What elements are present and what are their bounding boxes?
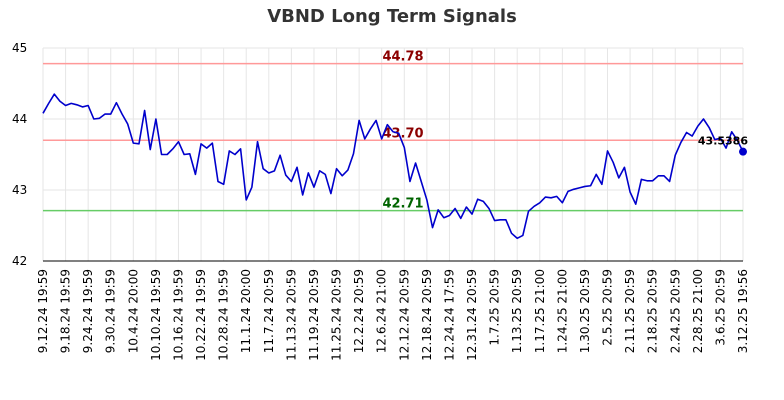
last-value-label: 43.5386 — [698, 135, 748, 148]
x-tick-label: 12.12.24 20:59 — [397, 269, 411, 361]
x-tick-label: 2.18.25 20:59 — [646, 269, 660, 353]
x-tick-label: 12.24.24 17:59 — [442, 269, 456, 361]
x-tick-label: 11.13.24 20:59 — [284, 269, 298, 361]
y-tick-label: 44 — [12, 112, 27, 126]
x-tick-label: 2.28.25 21:00 — [691, 269, 705, 353]
x-tick-label: 1.24.25 21:00 — [555, 269, 569, 353]
y-tick-label: 45 — [12, 41, 27, 55]
x-tick-label: 1.13.25 20:59 — [510, 269, 524, 353]
x-tick-label: 12.6.24 21:00 — [375, 269, 389, 353]
grid-lines — [42, 47, 744, 262]
reference-line-label: 43.70 — [382, 126, 423, 141]
reference-lines: 44.78 43.70 42.71 — [43, 50, 743, 212]
tick-labels: 42 43 44 45 9.12.24 19:59 9.18.24 19:59 9.24.2… — [12, 41, 750, 361]
x-tick-label: 11.25.24 20:59 — [330, 269, 344, 361]
x-tick-label: 11.1.24 20:00 — [239, 269, 253, 353]
x-tick-label: 3.6.25 20:59 — [713, 269, 727, 346]
x-tick-label: 10.28.24 19:59 — [217, 269, 231, 361]
x-tick-label: 9.18.24 19:59 — [59, 269, 73, 353]
x-tick-label: 12.18.24 20:59 — [420, 269, 434, 361]
x-tick-label: 12.31.24 20:59 — [465, 269, 479, 361]
x-tick-label: 9.24.24 19:59 — [81, 269, 95, 353]
x-tick-label: 1.30.25 20:59 — [578, 269, 592, 353]
x-tick-label: 12.2.24 20:59 — [352, 269, 366, 353]
x-tick-label: 9.30.24 19:59 — [104, 269, 118, 353]
x-tick-label: 11.19.24 20:59 — [307, 269, 321, 361]
x-tick-label: 1.7.25 20:59 — [488, 269, 502, 346]
x-tick-label: 9.12.24 19:59 — [36, 269, 50, 353]
x-tick-label: 1.17.25 21:00 — [533, 269, 547, 353]
x-tick-label: 11.7.24 20:59 — [262, 269, 276, 353]
x-tick-label: 10.10.24 19:59 — [149, 269, 163, 361]
y-tick-label: 42 — [12, 254, 27, 268]
last-point-marker — [739, 147, 747, 156]
x-tick-label: 2.11.25 20:59 — [623, 269, 637, 353]
x-tick-label: 2.5.25 20:59 — [601, 269, 615, 346]
chart-title: VBND Long Term Signals — [267, 6, 517, 27]
x-tick-label: 10.22.24 19:59 — [194, 269, 208, 361]
x-tick-label: 10.4.24 20:00 — [126, 269, 140, 353]
x-tick-label: 10.16.24 19:59 — [171, 269, 185, 361]
series-line — [42, 93, 744, 240]
reference-line-label: 42.71 — [382, 197, 423, 212]
series-group: 43.5386 — [42, 93, 748, 240]
reference-line-label: 44.78 — [382, 50, 423, 65]
x-tick-label: 3.12.25 19:56 — [736, 269, 750, 353]
y-tick-label: 43 — [12, 183, 27, 197]
x-tick-label: 2.24.25 20:59 — [668, 269, 682, 353]
